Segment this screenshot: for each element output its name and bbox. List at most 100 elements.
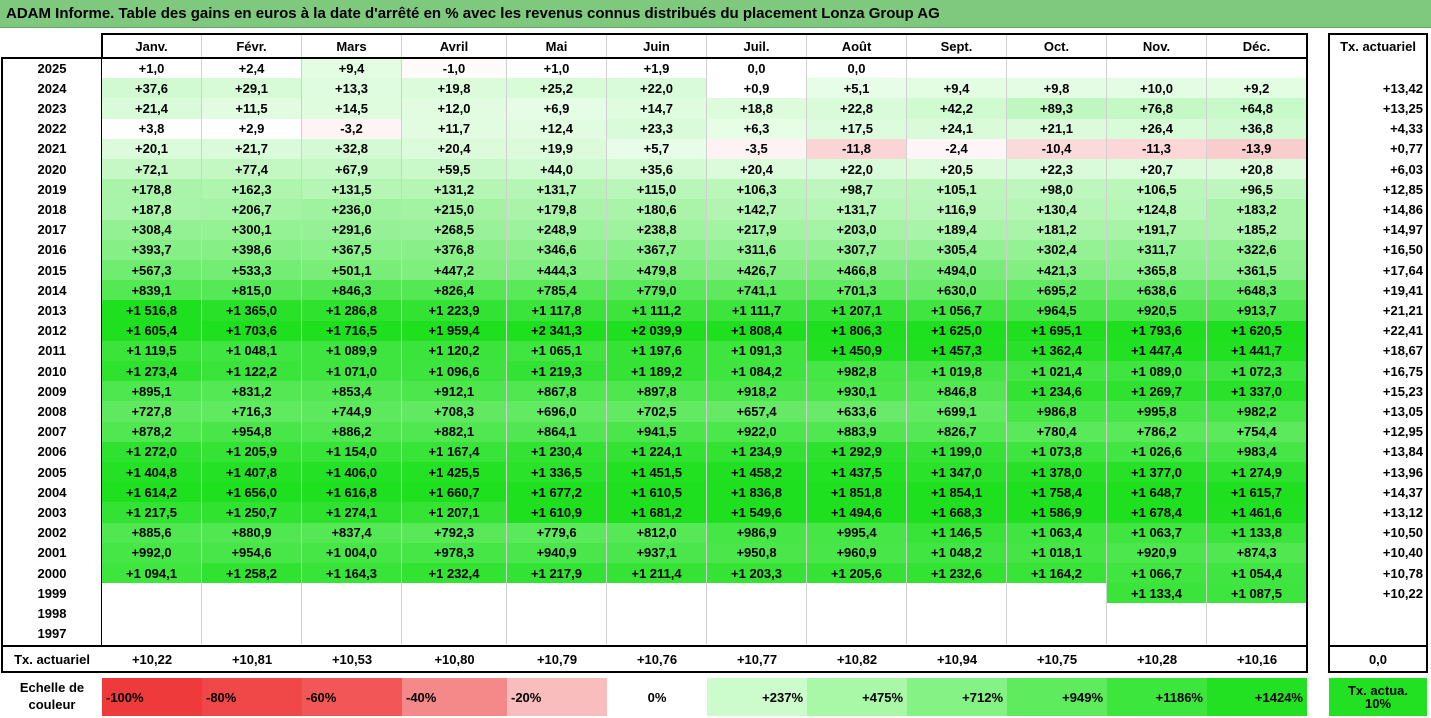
year-label: 2006 [37,444,67,460]
table-cell: +29,1 [202,78,302,99]
table-cell: +308,4 [102,219,202,240]
table-cell: +1 094,1 [102,563,202,584]
table-cell: +1 234,9 [707,441,807,462]
table-cell: +13,3 [302,78,402,99]
table-cell: +5,1 [807,78,907,99]
table-cell: +131,2 [402,179,507,200]
table-cell: +1 120,2 [402,340,507,361]
color-scale-stop: +237% [707,678,807,716]
table-cell: +376,8 [402,239,507,260]
table-cell: +9,4 [302,58,402,79]
table-cell: +1 450,9 [807,340,907,361]
tx-actuariel-cell: +6,03 [1390,161,1423,177]
table-cell: +864,1 [507,421,607,442]
table-cell: +1 854,1 [907,482,1007,503]
table-cell [707,603,807,624]
table-cell: +633,6 [807,401,907,422]
column-header: Juil. [707,34,807,58]
table-cell: +1 224,1 [607,441,707,462]
table-cell: +178,8 [102,179,202,200]
table-cell: +992,0 [102,542,202,563]
table-cell: +982,2 [1207,401,1307,422]
tx-actuariel-cell: +12,95 [1382,424,1423,440]
table-cell: +638,6 [1107,280,1207,301]
table-cell: +1 660,7 [402,482,507,503]
table-cell: +716,3 [202,401,302,422]
column-header: Juin [607,34,707,58]
tx-actuariel-cell: +14,37 [1382,484,1423,500]
tx-actuariel-cell: +10,78 [1382,565,1423,581]
table-cell: +105,1 [907,179,1007,200]
table-cell: +1 066,7 [1107,563,1207,584]
table-cell: +982,8 [807,361,907,382]
year-label: 2020 [37,161,67,177]
table-cell: 0,0 [807,58,907,79]
table-cell: +1 836,8 [707,482,807,503]
year-label: 2004 [37,484,67,500]
table-cell: +930,1 [807,381,907,402]
table-cell: +1 808,4 [707,320,807,341]
table-cell: +59,5 [402,159,507,180]
color-scale-stop: 0% [607,678,707,716]
table-cell: +302,4 [1007,239,1107,260]
table-cell: +937,1 [607,542,707,563]
table-cell: +187,8 [102,199,202,220]
table-cell: +19,9 [507,138,607,159]
table-cell: +466,8 [807,260,907,281]
table-cell: +897,8 [607,381,707,402]
table-cell: +1 164,3 [302,563,402,584]
column-header: Mai [507,34,607,58]
table-cell: +1,0 [102,58,202,79]
footer-cell: +10,53 [331,651,373,667]
table-cell: +2,4 [202,58,302,79]
table-cell: +741,1 [707,280,807,301]
table-cell: +1 614,2 [102,482,202,503]
table-cell: -11,8 [807,138,907,159]
table-cell: -3,5 [707,138,807,159]
table-cell: +1 678,4 [1107,502,1207,523]
table-cell: +1 615,7 [1207,482,1307,503]
year-label: 2016 [37,242,67,258]
tx-actuariel-cell: +15,23 [1382,383,1423,399]
table-cell [302,603,402,624]
table-cell: +183,2 [1207,199,1307,220]
table-cell: +1 219,3 [507,361,607,382]
table-cell: +995,8 [1107,401,1207,422]
table-cell [907,623,1007,644]
table-cell: +1 164,2 [1007,563,1107,584]
table-cell: +64,8 [1207,98,1307,119]
table-cell: +1,0 [507,58,607,79]
table-cell: +1 425,5 [402,462,507,483]
table-body-frame [1,57,1308,647]
table-cell: +1 217,9 [507,563,607,584]
table-cell: +950,8 [707,542,807,563]
footer-cell: +10,22 [131,651,173,667]
table-cell: +96,5 [1207,179,1307,200]
table-cell: +878,2 [102,421,202,442]
table-cell: +1 207,1 [807,300,907,321]
table-cell: +1 063,4 [1007,522,1107,543]
table-cell: +696,0 [507,401,607,422]
footer-tx-cell: 0,0 [1368,651,1388,667]
table-cell: +1 336,5 [507,462,607,483]
table-cell: +1,9 [607,58,707,79]
year-label: 2007 [37,424,67,440]
tx-actuariel-cell: +13,12 [1382,504,1423,520]
table-cell [607,603,707,624]
table-cell [907,583,1007,604]
table-cell: +1 205,6 [807,563,907,584]
year-label: 1999 [37,585,67,601]
table-cell: +131,7 [507,179,607,200]
table-cell: +116,9 [907,199,1007,220]
table-cell: +1 716,5 [302,320,402,341]
table-cell: +367,7 [607,239,707,260]
table-cell: +203,0 [807,219,907,240]
year-label: 1998 [37,605,67,621]
table-cell: +1 111,7 [707,300,807,321]
table-cell: +986,9 [707,522,807,543]
table-cell: +918,2 [707,381,807,402]
table-cell [102,603,202,624]
footer-cell: +10,16 [1236,651,1278,667]
table-cell: +20,4 [402,138,507,159]
year-label: 2010 [37,363,67,379]
